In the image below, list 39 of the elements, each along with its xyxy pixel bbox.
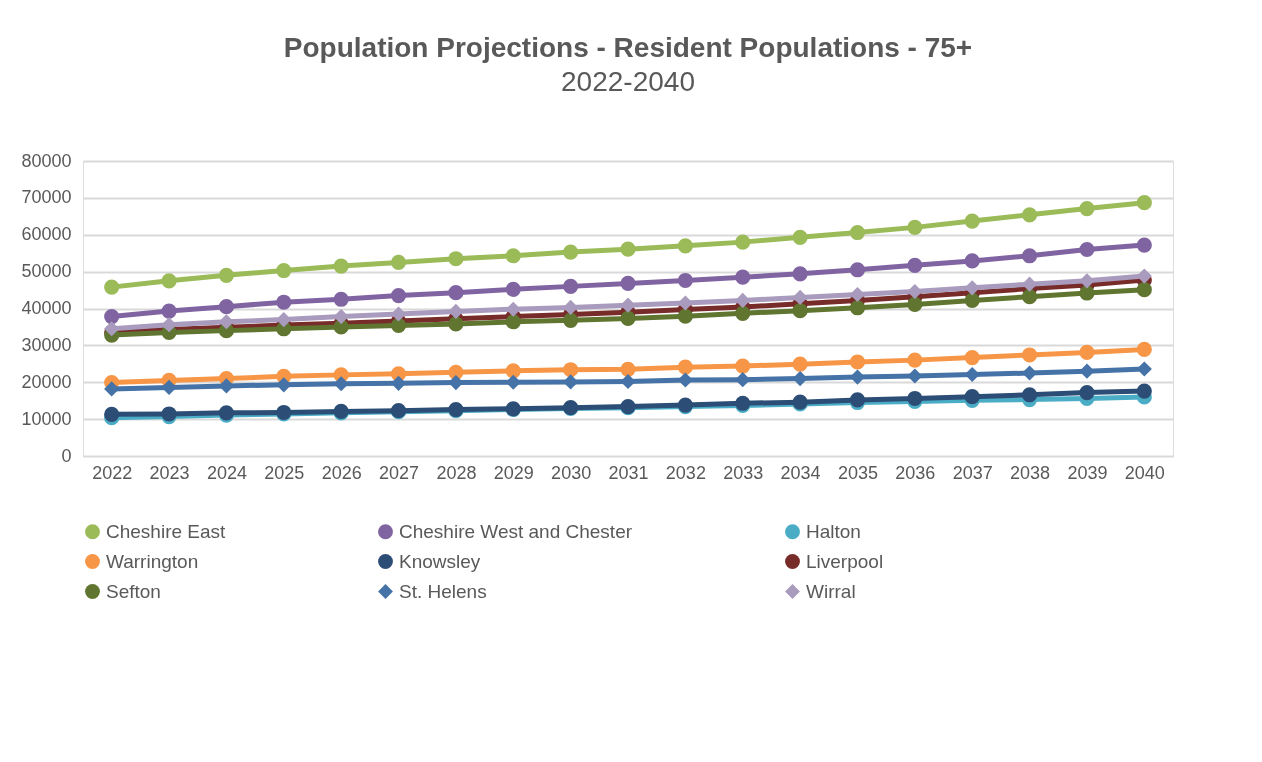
x-tick-label: 2023 [149, 462, 190, 483]
x-tick-label: 2026 [321, 462, 362, 483]
legend-label: Wirral [806, 580, 856, 602]
y-tick-label: 40000 [21, 298, 72, 318]
legend-label: Sefton [106, 580, 161, 602]
x-tick-label: 2037 [952, 462, 993, 483]
y-tick-label: 20000 [21, 371, 72, 392]
x-tick-label: 2032 [665, 462, 706, 483]
y-tick-label: 10000 [21, 408, 72, 429]
x-tick-label: 2039 [1067, 462, 1108, 483]
x-tick-label: 2027 [379, 462, 420, 483]
x-tick-label: 2029 [493, 462, 534, 483]
x-tick-label: 2036 [895, 462, 936, 483]
x-tick-label: 2022 [92, 462, 133, 483]
x-tick-label: 2035 [837, 462, 878, 483]
x-tick-label: 2040 [1124, 462, 1165, 483]
x-tick-label: 2024 [206, 462, 247, 483]
y-tick-label: 50000 [21, 261, 72, 282]
legend-label: Cheshire West and Chester [399, 520, 633, 542]
y-tick-label: 0 [61, 445, 72, 466]
chart-subtitle: 2022-2040 [561, 66, 695, 97]
legend-label: St. Helens [399, 580, 487, 602]
chart-title: Population Projections - Resident Populations - 75+ [283, 32, 973, 63]
legend-label: Halton [806, 520, 861, 542]
x-tick-label: 2031 [608, 462, 649, 483]
y-tick-label: 70000 [21, 187, 72, 208]
y-tick-label: 60000 [21, 224, 72, 245]
x-tick-label: 2038 [1010, 462, 1051, 483]
x-tick-label: 2030 [551, 462, 592, 483]
y-tick-label: 80000 [21, 150, 72, 171]
legend-label: Knowsley [399, 550, 481, 572]
x-tick-label: 2034 [780, 462, 821, 483]
legend-label: Cheshire East [106, 520, 227, 542]
x-tick-label: 2025 [264, 462, 305, 483]
x-tick-label: 2028 [436, 462, 477, 483]
legend-label: Liverpool [806, 550, 884, 572]
legend-label: Warrington [106, 550, 199, 572]
y-tick-label: 30000 [21, 334, 72, 355]
x-tick-label: 2033 [723, 462, 764, 483]
